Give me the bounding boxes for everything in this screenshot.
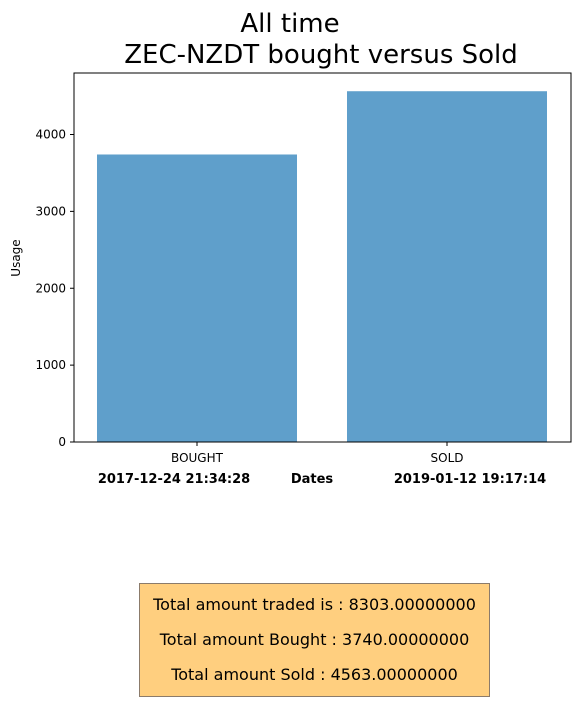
chart-title-line-2: ZEC-NZDT bought versus Sold bbox=[124, 40, 518, 70]
end-date-label: 2019-01-12 19:17:14 bbox=[394, 472, 546, 487]
y-tick-label: 0 bbox=[58, 435, 66, 449]
bar-sold bbox=[347, 91, 547, 443]
y-tick-label: 2000 bbox=[35, 281, 66, 295]
start-date-label: 2017-12-24 21:34:28 bbox=[98, 472, 250, 487]
y-tick-label: 1000 bbox=[35, 358, 66, 372]
total-traded-text: Total amount traded is : 8303.00000000 bbox=[153, 595, 476, 615]
total-sold-text: Total amount Sold : 4563.00000000 bbox=[171, 664, 458, 684]
x-tick-label-bought: BOUGHT bbox=[171, 451, 224, 465]
plot-frame bbox=[73, 72, 572, 443]
y-tick-label: 3000 bbox=[35, 204, 66, 218]
chart-title-line-1: All time bbox=[240, 9, 339, 39]
y-axis-ticks: 0 1000 2000 3000 4000 bbox=[35, 128, 74, 449]
total-bought-text: Total amount Bought : 3740.00000000 bbox=[159, 629, 470, 649]
x-axis-ticks: BOUGHT SOLD bbox=[171, 442, 464, 465]
bar-bought bbox=[97, 154, 297, 443]
y-axis-label: Usage bbox=[9, 239, 23, 276]
dates-label: Dates bbox=[291, 472, 334, 487]
summary-box: Total amount traded is : 8303.00000000 T… bbox=[139, 583, 490, 697]
y-tick-label: 4000 bbox=[35, 128, 66, 142]
x-tick-label-sold: SOLD bbox=[431, 451, 464, 465]
bars-group bbox=[97, 91, 547, 443]
